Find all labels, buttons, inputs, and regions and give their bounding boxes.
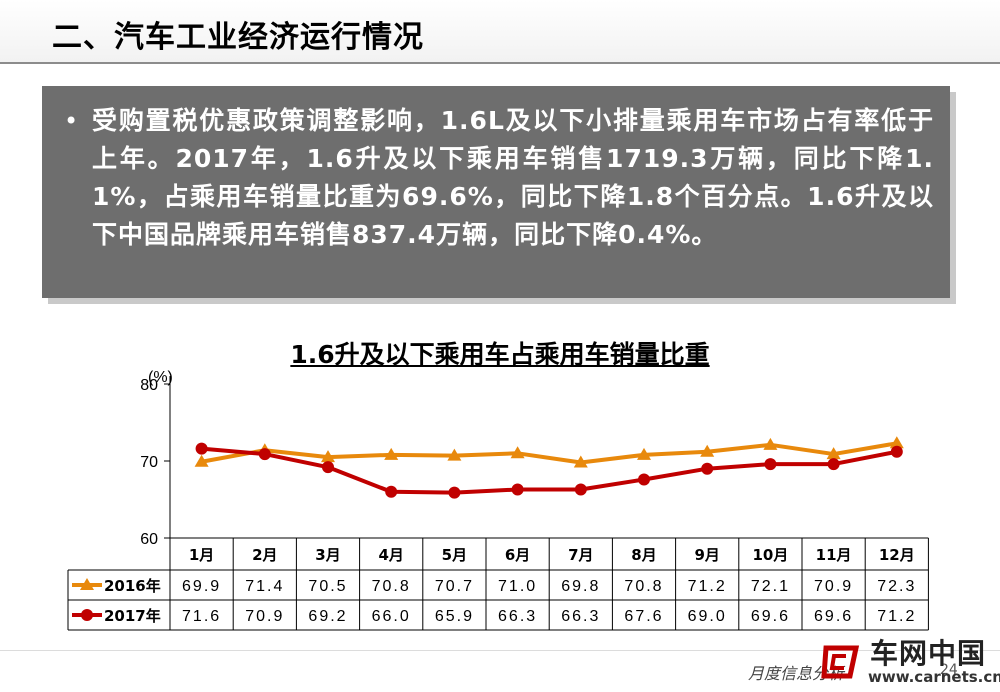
summary-text: 受购置税优惠政策调整影响，1.6L及以下小排量乘用车市场占有率低于上年。2017… xyxy=(92,106,934,249)
data-point-2017 xyxy=(890,445,903,458)
data-point-2017 xyxy=(764,458,777,471)
footer-divider xyxy=(0,650,1000,651)
data-point-2016 xyxy=(321,450,335,463)
data-point-2017 xyxy=(701,462,714,475)
category-label: 4月 xyxy=(378,546,403,564)
page-title: 二、汽车工业经济运行情况 xyxy=(52,20,424,55)
table-value: 71.2 xyxy=(877,608,916,625)
category-label: 12月 xyxy=(879,546,915,564)
table-value: 69.8 xyxy=(561,578,600,595)
category-label: 11月 xyxy=(816,546,852,564)
y-tick-label: 70 xyxy=(140,454,158,471)
bullet-dot: • xyxy=(64,107,79,135)
data-point-2017 xyxy=(258,448,271,461)
data-point-2017 xyxy=(511,483,524,496)
category-label: 5月 xyxy=(442,546,467,564)
table-value: 65.9 xyxy=(435,608,474,625)
logo-icon xyxy=(821,645,860,679)
logo-text: 车网中国 xyxy=(870,637,987,670)
category-label: 3月 xyxy=(315,546,340,564)
category-label: 10月 xyxy=(752,546,788,564)
table-value: 69.6 xyxy=(814,608,853,625)
legend-marker xyxy=(80,578,94,590)
series-line-2016年 xyxy=(201,441,898,465)
category-label: 2月 xyxy=(252,546,277,564)
table-value: 70.8 xyxy=(372,578,411,595)
table-value: 69.2 xyxy=(308,608,347,625)
page-number: 24 xyxy=(940,662,958,678)
legend-label: 2016年 xyxy=(104,577,161,595)
data-point-2016 xyxy=(573,455,588,468)
table-value: 70.8 xyxy=(624,578,663,595)
data-point-2017 xyxy=(638,473,650,486)
table-value: 71.2 xyxy=(688,578,727,595)
summary-box: • 受购置税优惠政策调整影响，1.6L及以下小排量乘用车市场占有率低于上年。20… xyxy=(42,86,950,298)
table-value: 71.6 xyxy=(182,608,221,625)
category-label: 1月 xyxy=(189,546,214,564)
category-label: 6月 xyxy=(505,546,530,564)
data-point-2017 xyxy=(574,483,587,496)
table-value: 66.3 xyxy=(561,608,600,625)
y-axis-unit: (%) xyxy=(148,369,173,386)
series-line-2017年 xyxy=(201,446,898,495)
table-value: 72.3 xyxy=(877,578,916,595)
table-value: 70.5 xyxy=(308,578,347,595)
table-value: 70.9 xyxy=(245,608,284,625)
table-value: 69.6 xyxy=(751,608,790,625)
category-label: 9月 xyxy=(694,546,719,564)
summary-bullet-row: • 受购置税优惠政策调整影响，1.6L及以下小排量乘用车市场占有率低于上年。20… xyxy=(64,102,934,254)
data-point-2016 xyxy=(447,448,462,461)
data-point-2016 xyxy=(700,444,715,457)
logo-url: www.carnets.cn xyxy=(868,668,1000,686)
footer-text: 月度信息分析 xyxy=(748,664,845,683)
data-point-2016 xyxy=(637,447,651,460)
table-value: 72.1 xyxy=(751,578,790,595)
table-value: 70.7 xyxy=(435,578,474,595)
table-value: 66.0 xyxy=(372,608,411,625)
table-value: 70.9 xyxy=(814,578,853,595)
data-point-2017 xyxy=(448,486,461,499)
data-point-2016 xyxy=(763,437,778,450)
data-point-2016 xyxy=(384,447,399,460)
table-value: 66.3 xyxy=(498,608,537,625)
table-value: 71.4 xyxy=(245,578,284,595)
data-point-2016 xyxy=(826,447,841,460)
table-value: 69.0 xyxy=(688,608,727,625)
data-point-2017 xyxy=(322,461,334,474)
category-label: 8月 xyxy=(631,546,656,564)
data-point-2017 xyxy=(195,442,208,455)
legend-marker xyxy=(81,609,93,621)
data-point-2017 xyxy=(827,458,840,471)
data-point-2016 xyxy=(510,446,525,459)
table-value: 69.9 xyxy=(182,578,221,595)
category-label: 7月 xyxy=(568,546,593,564)
table-value: 67.6 xyxy=(624,608,663,625)
y-tick-label: 80 xyxy=(140,377,158,394)
data-point-2016 xyxy=(889,436,904,449)
table-value: 71.0 xyxy=(498,578,537,595)
data-point-2016 xyxy=(194,454,209,467)
title-bar: 二、汽车工业经济运行情况 xyxy=(0,0,1000,64)
data-point-2017 xyxy=(385,485,398,498)
line-chart: 60 70 80(%) 1月 2月 3月 4月 5月 6月 7月 8月 9月 10月 11月 12月 2016… xyxy=(67,369,929,631)
chart-title: 1.6升及以下乘用车占乘用车销量比重 xyxy=(290,340,710,369)
legend-label: 2017年 xyxy=(104,607,161,625)
y-tick-label: 60 xyxy=(140,531,158,548)
